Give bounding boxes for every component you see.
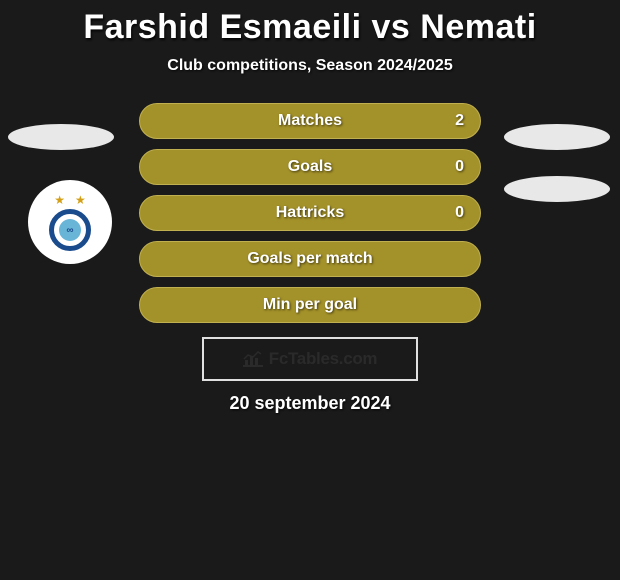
stat-value: 0	[455, 158, 464, 176]
placeholder-ellipse-left	[8, 124, 114, 150]
club-badge: ★ ★ ∞	[28, 180, 112, 264]
stat-label: Hattricks	[276, 204, 344, 222]
badge-stars: ★ ★	[54, 193, 86, 207]
star-icon: ★	[75, 193, 86, 207]
stat-label: Goals	[288, 158, 332, 176]
bar-chart-icon	[243, 351, 263, 367]
stat-row-hattricks: Hattricks 0	[139, 195, 481, 231]
placeholder-ellipse-right-bottom	[504, 176, 610, 202]
stat-value: 0	[455, 204, 464, 222]
footer-date: 20 september 2024	[0, 393, 620, 414]
page-subtitle: Club competitions, Season 2024/2025	[0, 57, 620, 75]
badge-inner-circle: ∞	[59, 219, 81, 241]
stat-row-min-per-goal: Min per goal	[139, 287, 481, 323]
badge-symbol: ∞	[66, 225, 73, 236]
stat-row-matches: Matches 2	[139, 103, 481, 139]
stat-row-goals-per-match: Goals per match	[139, 241, 481, 277]
stat-label: Min per goal	[263, 296, 357, 314]
star-icon: ★	[54, 193, 65, 207]
stat-label: Matches	[278, 112, 342, 130]
site-logo-box: FcTables.com	[202, 337, 418, 381]
page-title: Farshid Esmaeili vs Nemati	[0, 8, 620, 47]
stat-label: Goals per match	[247, 250, 372, 268]
site-logo-text: FcTables.com	[269, 349, 378, 369]
badge-outer-ring: ∞	[49, 209, 91, 251]
stat-row-goals: Goals 0	[139, 149, 481, 185]
stat-value: 2	[455, 112, 464, 130]
placeholder-ellipse-right-top	[504, 124, 610, 150]
